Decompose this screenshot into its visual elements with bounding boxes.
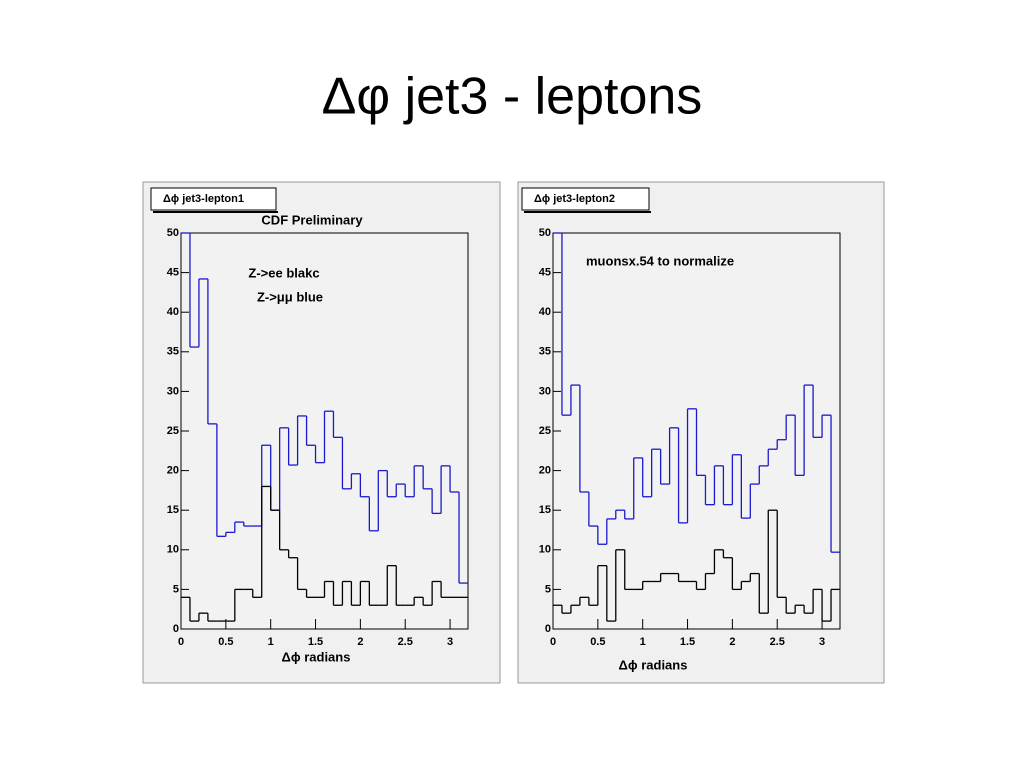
title-box [521, 187, 650, 211]
y-tick-label: 20 [539, 465, 551, 477]
y-tick-label: 15 [167, 504, 179, 516]
x-tick-label: 1.5 [680, 636, 695, 648]
x-tick-label: 3 [447, 636, 453, 648]
y-tick-label: 45 [539, 267, 551, 279]
y-tick-label: 20 [167, 465, 179, 477]
y-tick-label: 25 [167, 425, 179, 437]
x-tick-label: 0.5 [218, 636, 233, 648]
x-tick-label: 1 [268, 636, 274, 648]
x-tick-label: 2.5 [770, 636, 785, 648]
y-tick-label: 30 [539, 385, 551, 397]
chart-title: Δϕ jet3-lepton1 [163, 193, 244, 205]
x-tick-label: 1.5 [308, 636, 323, 648]
x-axis-label: Δϕ radians [619, 657, 688, 672]
y-tick-label: 50 [167, 227, 179, 239]
x-tick-label: 0.5 [590, 636, 605, 648]
y-tick-label: 25 [539, 425, 551, 437]
x-tick-label: 3 [819, 636, 825, 648]
y-tick-label: 30 [167, 385, 179, 397]
y-tick-label: 0 [173, 623, 179, 635]
annotation: Z->μμ blue [257, 289, 323, 304]
x-tick-label: 0 [550, 636, 556, 648]
x-tick-label: 2 [729, 636, 735, 648]
y-tick-label: 15 [539, 504, 551, 516]
y-tick-label: 35 [539, 346, 551, 358]
y-tick-label: 5 [545, 583, 551, 595]
x-tick-label: 2.5 [398, 636, 413, 648]
y-tick-label: 0 [545, 623, 551, 635]
title-box [150, 187, 277, 211]
y-tick-label: 40 [539, 306, 551, 318]
x-tick-label: 1 [640, 636, 646, 648]
slide-title: Δφ jet3 - leptons [322, 68, 703, 126]
chart-title: Δϕ jet3-lepton2 [534, 193, 615, 205]
y-tick-label: 50 [539, 227, 551, 239]
y-tick-label: 45 [167, 267, 179, 279]
y-tick-label: 40 [167, 306, 179, 318]
y-tick-label: 10 [167, 544, 179, 556]
x-tick-label: 0 [178, 636, 184, 648]
annotation: Z->ee blakc [248, 265, 319, 280]
y-tick-label: 35 [167, 346, 179, 358]
annotation: CDF Preliminary [261, 212, 363, 227]
y-tick-label: 5 [173, 583, 179, 595]
annotation: muonsx.54 to normalize [586, 253, 734, 268]
x-axis-label: Δϕ radians [282, 649, 351, 664]
x-tick-label: 2 [357, 636, 363, 648]
y-tick-label: 10 [539, 544, 551, 556]
